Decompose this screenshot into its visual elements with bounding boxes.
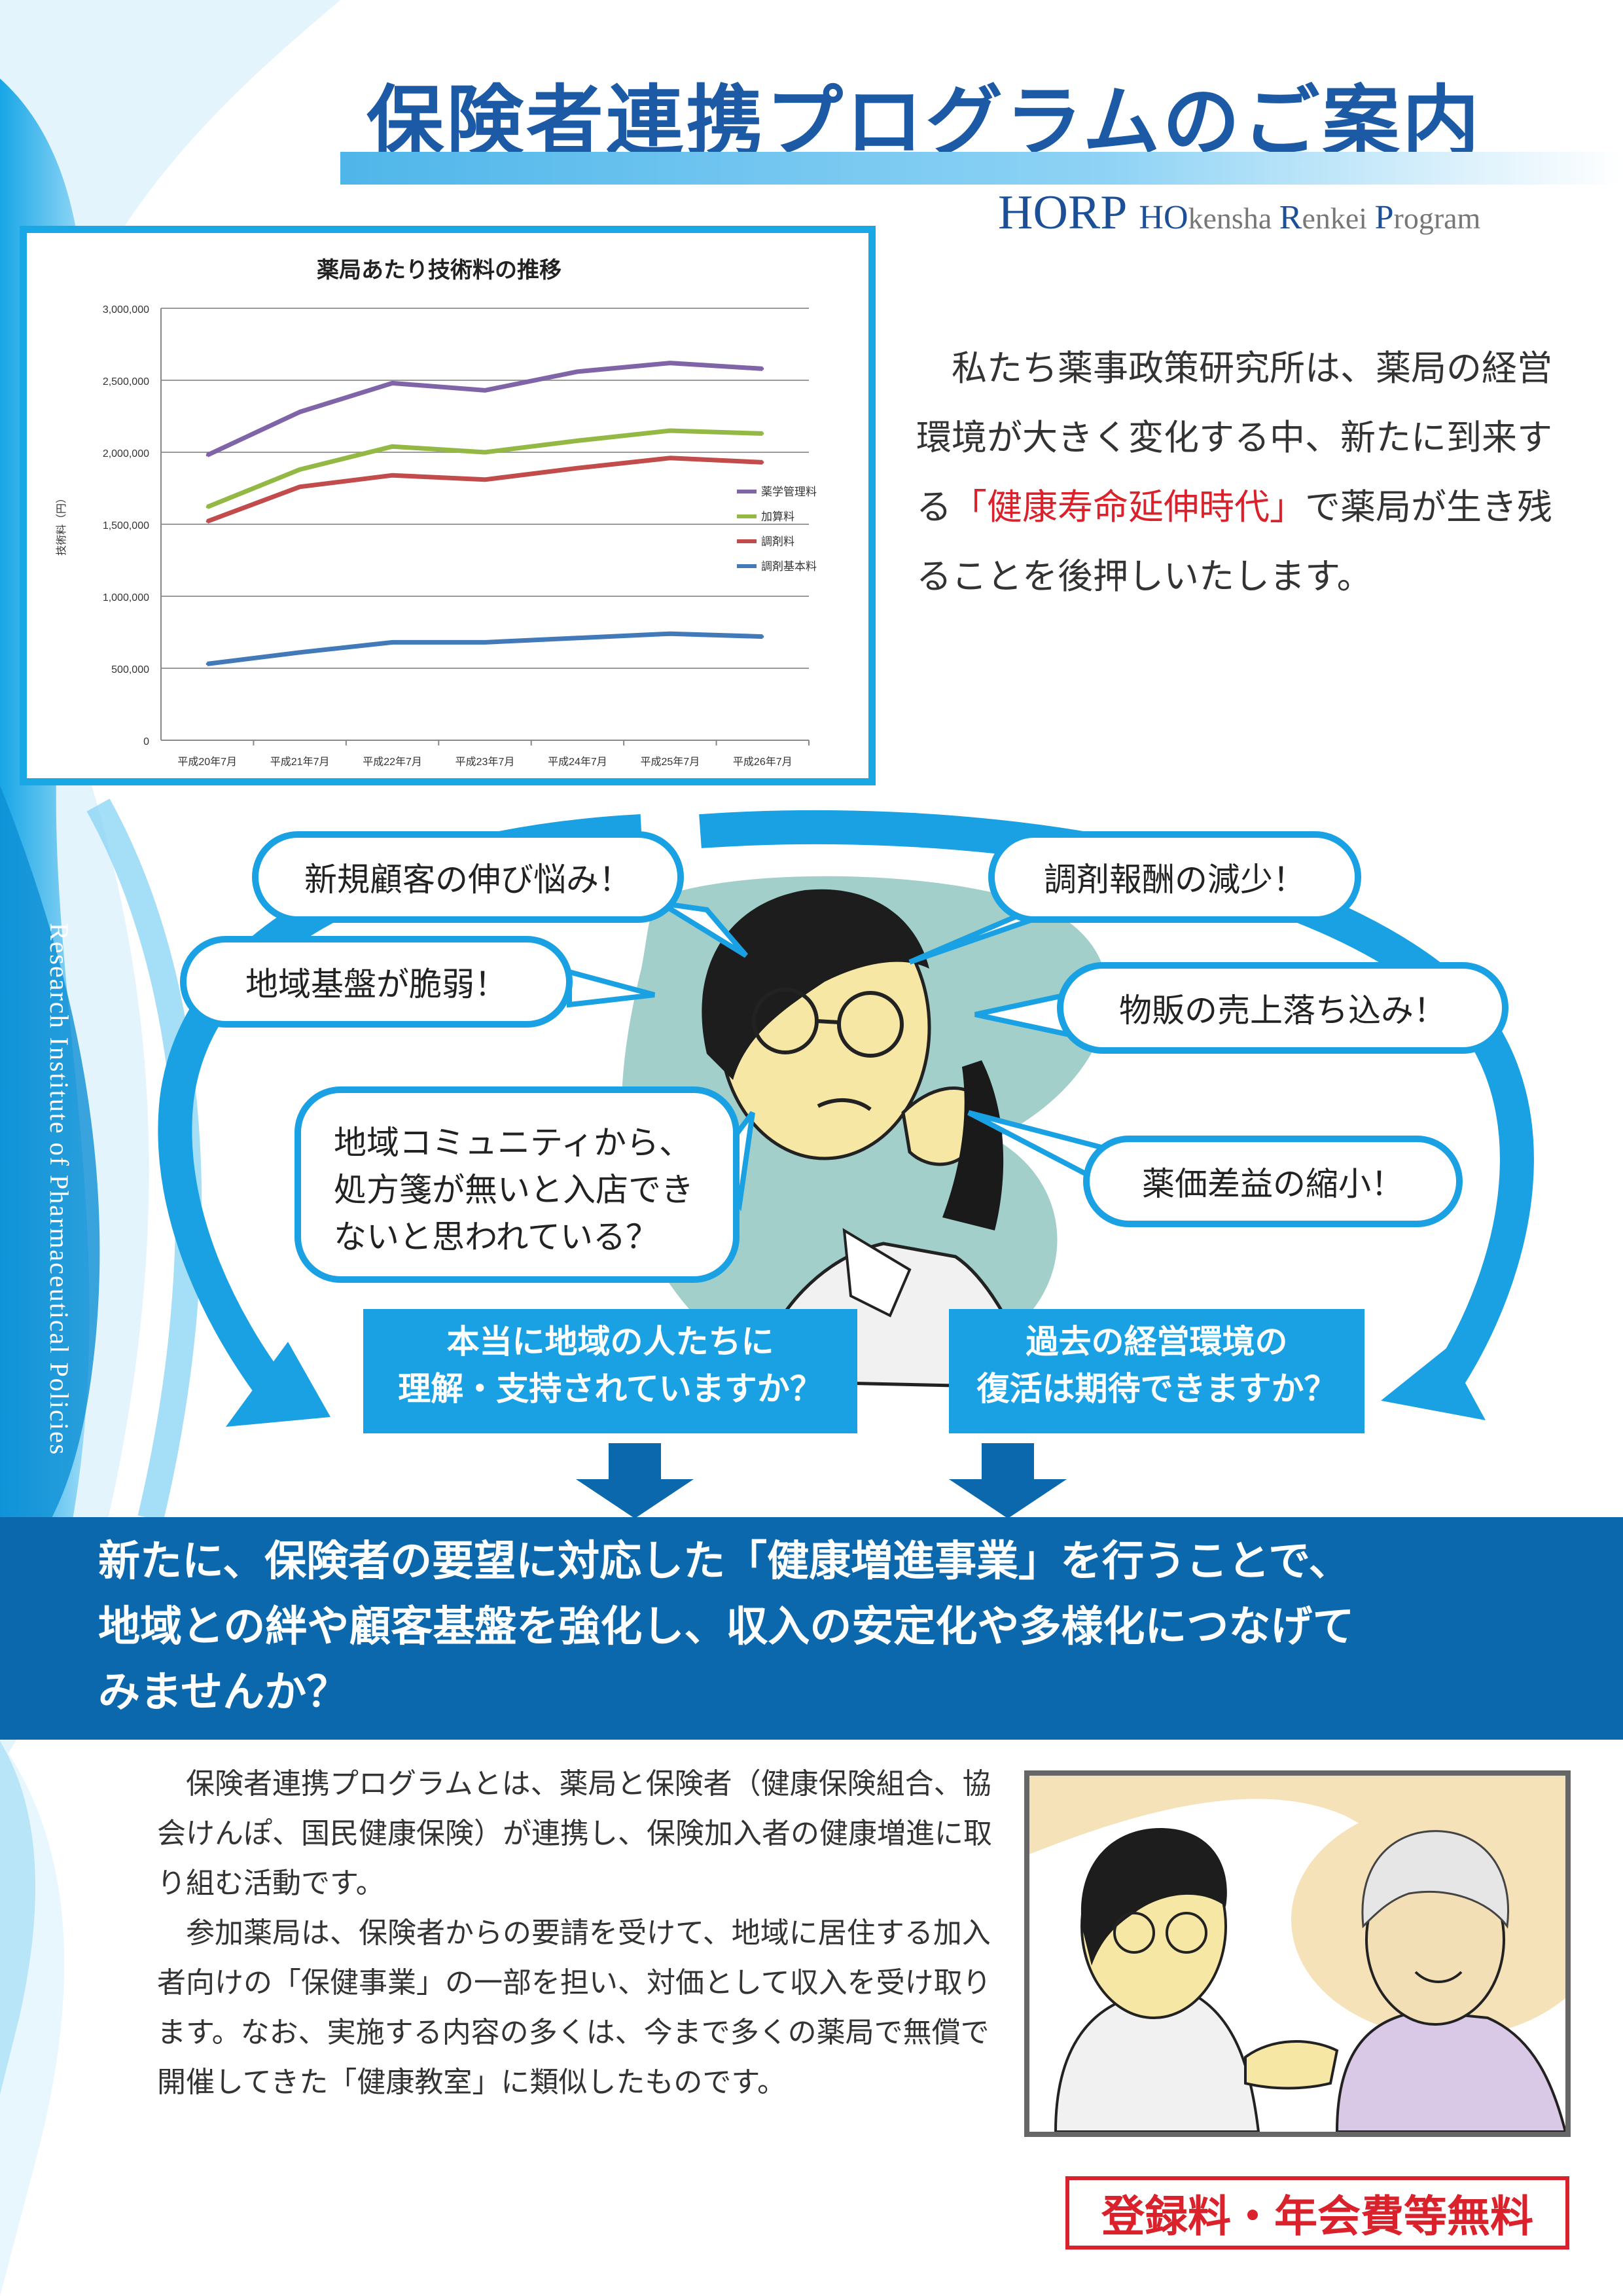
y-tick-label: 500,000 (111, 664, 149, 675)
data-point (484, 641, 486, 644)
brand-word-rest: rogram (1393, 202, 1481, 235)
brand-word-rest: enkei (1302, 202, 1375, 235)
right-cycle-arrow (699, 810, 1534, 1391)
data-point (298, 651, 302, 654)
right-arrowhead (1381, 1348, 1486, 1420)
bubble-weak-base: 地域基盤が脆弱！ (180, 936, 573, 1028)
left-arrowhead (226, 1342, 330, 1427)
brand-short: HORP (998, 186, 1128, 240)
series-line (207, 631, 763, 666)
brand-word-rest: kensha (1188, 202, 1279, 235)
description-paragraph: 保険者連携プログラムとは、薬局と保険者（健康保険組合、協会けんぽ、国民健康保険）… (157, 1768, 992, 1899)
series-line (206, 456, 763, 524)
banner-line: 地域との絆や顧客基盤を強化し、収入の安定化や多様化につなげて (98, 1603, 1355, 1651)
question-line: 過去の経営環境の (1026, 1323, 1288, 1361)
bubble-line: 処方箋が無いと入店でき (334, 1171, 694, 1209)
data-point (205, 454, 209, 457)
data-point (576, 370, 579, 373)
data-point (391, 445, 394, 448)
program-description: 保険者連携プログラムとは、薬局と保険者（健康保険組合、協会けんぽ、国民健康保険）… (157, 1759, 1011, 2108)
bubble-new-customers: 新規顧客の伸び悩み！ (252, 831, 684, 923)
down-arrow-left (576, 1443, 694, 1518)
data-point (484, 478, 486, 481)
bubble-line: 地域コミュニティから、 (334, 1124, 692, 1162)
x-tick-label: 平成21年7月 (270, 756, 330, 768)
call-to-action-banner: 新たに、保険者の要望に対応した「健康増進事業」を行うことで、 地域との絆や顧客基… (0, 1517, 1623, 1740)
free-registration-badge: 登録料・年会費等無料 (1065, 2176, 1569, 2250)
question-line: 本当に地域の人たちに (446, 1323, 774, 1361)
banner-line: 新たに、保険者の要望に対応した「健康増進事業」を行うことで、 (98, 1537, 1351, 1586)
brand-line: HORP HOkensha Renkei Program (998, 185, 1480, 241)
data-point (668, 632, 671, 636)
brand-word-cap: HO (1139, 199, 1188, 236)
y-tick-label: 2,000,000 (103, 448, 149, 459)
data-point (761, 635, 764, 638)
y-tick-label: 2,500,000 (103, 376, 149, 387)
data-point (668, 361, 671, 365)
question-box-right: 過去の経営環境の 復活は期待できますか？ (949, 1309, 1364, 1433)
data-point (576, 467, 579, 470)
data-point (576, 439, 579, 442)
y-axis-label: 技術料（円） (56, 493, 67, 556)
bubble-sales-drop: 物販の売上落ち込み！ (1057, 962, 1508, 1054)
data-point (761, 461, 764, 464)
x-tick-label: 平成22年7月 (363, 756, 422, 768)
x-tick-label: 平成26年7月 (733, 756, 793, 768)
data-point (391, 382, 394, 385)
description-paragraph: 参加薬局は、保険者からの要請を受けて、地域に居住する加入者向けの「保健事業」の一… (157, 1917, 991, 2098)
bubble-fee-decrease: 調剤報酬の減少！ (988, 831, 1361, 923)
chart-title: 薬局あたり技術料の推移 (317, 258, 562, 283)
data-point (298, 468, 302, 471)
pharmacist-elder-illustration (1024, 1770, 1571, 2137)
data-point (205, 520, 209, 523)
legend-label: 加算料 (761, 511, 794, 523)
bubble-price-margin: 薬価差益の縮小！ (1083, 1136, 1463, 1227)
y-tick-label: 1,500,000 (103, 520, 149, 531)
intro-text-after: で薬局が生き残ることを後押しいたします。 (916, 488, 1552, 596)
x-tick-label: 平成25年7月 (641, 756, 700, 768)
data-point (205, 505, 209, 509)
data-point (391, 641, 394, 644)
bubble-community: 地域コミュニティから、 処方箋が無いと入店でき ないと思われている？ (294, 1086, 740, 1283)
concern-diagram: 新規顧客の伸び悩み！ 調剤報酬の減少！ 地域基盤が脆弱！ 物販の売上落ち込み！ … (0, 772, 1623, 1518)
data-point (484, 389, 486, 392)
legend-label: 調剤料 (761, 535, 794, 548)
banner-line: みませんか？ (98, 1668, 349, 1717)
question-box-left: 本当に地域の人たちに 理解・支持されていますか？ (363, 1309, 857, 1433)
series-line (206, 428, 763, 509)
intro-highlight: 「健康寿命延伸時代」 (952, 488, 1305, 527)
x-tick-label: 平成24年7月 (548, 756, 607, 768)
x-tick-label: 平成20年7月 (177, 756, 237, 768)
bubble-tail (659, 901, 749, 958)
data-point (391, 474, 394, 477)
handshake-illustration (1029, 1776, 1565, 2132)
data-point (668, 429, 671, 432)
intro-text-before: 私たち薬事政策研究所は、薬局の経営環境が大きく変化する中、新たに到来する (916, 349, 1552, 527)
intro-text: 私たち薬事政策研究所は、薬局の経営環境が大きく変化する中、新たに到来する「健康寿… (916, 334, 1571, 611)
data-point (761, 432, 764, 435)
legend-label: 調剤基本料 (761, 560, 817, 573)
brand-word-cap: P (1374, 199, 1394, 236)
data-point (298, 485, 302, 488)
question-line: 理解・支持されていますか？ (398, 1370, 823, 1408)
data-point (484, 451, 486, 454)
data-point (205, 662, 209, 666)
y-tick-label: 1,000,000 (103, 592, 149, 603)
data-point (761, 367, 764, 370)
data-point (576, 636, 579, 639)
tech-fee-chart: 薬局あたり技術料の推移 3,000,000 2,500,000 2,000,000 1,… (56, 258, 817, 768)
x-tick-label: 平成23年7月 (455, 756, 515, 768)
data-point (668, 456, 671, 459)
y-tick-label: 0 (143, 736, 149, 747)
data-point (298, 410, 302, 414)
legend-label: 薬学管理料 (761, 486, 817, 498)
y-tick-label: 3,000,000 (103, 304, 149, 315)
series-line (206, 361, 763, 457)
question-line: 復活は期待できますか？ (976, 1370, 1337, 1408)
down-arrow-right (949, 1443, 1067, 1518)
brand-word-cap: R (1279, 199, 1302, 236)
bubble-line: ないと思われている？ (334, 1218, 658, 1256)
chart-frame: 薬局あたり技術料の推移 3,000,000 2,500,000 2,000,000 1,… (20, 226, 876, 785)
title-underline (340, 152, 1623, 185)
